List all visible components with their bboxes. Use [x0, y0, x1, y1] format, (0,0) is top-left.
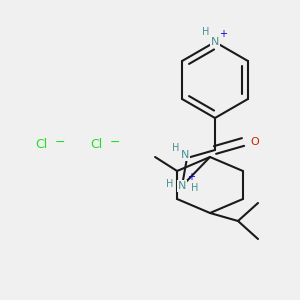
Text: +: +	[219, 29, 227, 39]
Text: −: −	[55, 136, 65, 148]
Text: H: H	[191, 183, 199, 193]
Text: −: −	[110, 136, 121, 148]
Text: N: N	[178, 181, 186, 191]
Text: H: H	[172, 143, 180, 153]
Text: Cl: Cl	[35, 139, 47, 152]
Text: H: H	[202, 27, 210, 37]
Text: +: +	[187, 172, 195, 182]
Text: H: H	[166, 179, 174, 189]
Text: N: N	[211, 37, 219, 47]
Text: N: N	[181, 150, 189, 160]
Text: O: O	[250, 137, 259, 147]
Text: Cl: Cl	[90, 139, 102, 152]
